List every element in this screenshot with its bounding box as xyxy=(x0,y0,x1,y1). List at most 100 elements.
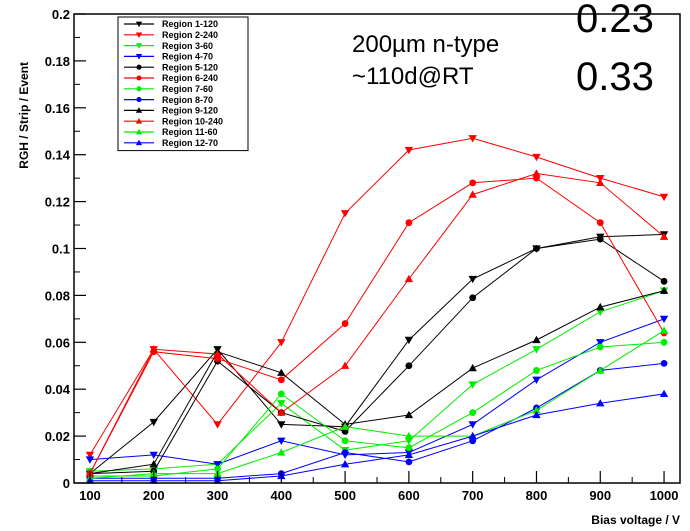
data-point xyxy=(596,366,605,374)
x-tick-label: 1000 xyxy=(650,488,679,503)
data-point xyxy=(214,465,221,473)
series-line xyxy=(89,233,665,474)
data-point xyxy=(468,135,477,143)
legend-label: Region 10-240 xyxy=(162,116,223,126)
x-tick-label: 900 xyxy=(589,488,611,503)
data-point xyxy=(277,448,286,456)
data-point xyxy=(532,153,541,162)
data-point xyxy=(469,409,477,417)
data-point xyxy=(533,245,540,252)
y-tick-label: 0 xyxy=(63,476,70,491)
legend-label: Region 7-60 xyxy=(162,84,213,94)
data-point xyxy=(405,458,413,466)
legend-swatch-marker xyxy=(136,86,142,92)
series-2 xyxy=(85,135,669,460)
data-point xyxy=(596,343,604,351)
data-point xyxy=(469,179,477,187)
data-point xyxy=(404,274,414,283)
data-point xyxy=(340,210,350,218)
y-axis-title: RGH / Strip / Event xyxy=(17,62,31,169)
annotation-value-1: 0.23 xyxy=(576,0,654,41)
data-point xyxy=(660,360,668,367)
y-tick-label: 0.04 xyxy=(45,382,71,397)
series-4 xyxy=(85,315,669,469)
data-point xyxy=(85,456,95,464)
series-line xyxy=(89,137,665,456)
data-point xyxy=(469,294,477,302)
data-point xyxy=(213,461,222,469)
data-point xyxy=(405,444,413,452)
data-point xyxy=(405,362,413,370)
data-point xyxy=(468,381,477,389)
legend-swatch-marker xyxy=(135,118,143,124)
data-point xyxy=(532,406,541,414)
annotation-sensor-type: 200µm n-type xyxy=(352,31,499,58)
data-point xyxy=(532,335,541,344)
series-line xyxy=(89,290,665,472)
annotation-value-2: 0.33 xyxy=(576,55,654,99)
data-point xyxy=(596,339,605,347)
data-point xyxy=(340,361,350,369)
x-tick-label: 200 xyxy=(143,488,165,503)
series-8 xyxy=(86,360,668,482)
data-point xyxy=(596,302,605,311)
data-point xyxy=(659,315,669,324)
series-line xyxy=(89,362,665,479)
data-point xyxy=(659,389,669,398)
legend-label: Region 3-60 xyxy=(162,41,213,51)
y-tick-label: 0.08 xyxy=(45,288,70,303)
legend-label: Region 1-120 xyxy=(162,19,218,29)
y-tick-label: 0.06 xyxy=(45,335,70,350)
data-point xyxy=(85,451,95,460)
legend-label: Region 2-240 xyxy=(162,30,218,40)
x-tick-label: 500 xyxy=(334,488,356,503)
legend-swatch-marker xyxy=(135,32,143,38)
legend-label: Region 12-70 xyxy=(162,138,218,148)
annotation-annealing: ~110d@RT xyxy=(352,63,474,90)
data-point xyxy=(468,421,477,429)
data-point xyxy=(659,193,669,202)
series-5 xyxy=(86,235,668,478)
legend-swatch-marker xyxy=(136,75,142,81)
data-point xyxy=(277,408,286,416)
data-point xyxy=(596,219,604,227)
data-point xyxy=(660,338,668,346)
legend-swatch-marker xyxy=(135,139,143,146)
x-axis-title: Bias voltage / V xyxy=(591,513,680,527)
data-point xyxy=(404,336,414,345)
legend-label: Region 5-120 xyxy=(162,62,218,72)
data-point xyxy=(277,437,286,445)
data-point xyxy=(532,376,541,385)
legend-swatch-marker xyxy=(136,97,142,103)
x-tick-label: 400 xyxy=(270,488,292,503)
legend-swatch-marker xyxy=(135,21,143,28)
data-point xyxy=(340,422,350,430)
data-point xyxy=(596,178,605,186)
data-point xyxy=(596,308,605,317)
data-point xyxy=(404,437,414,445)
data-point xyxy=(468,363,477,372)
y-tick-label: 0.18 xyxy=(45,54,70,69)
data-point xyxy=(277,339,286,347)
data-point xyxy=(532,169,541,177)
series-line xyxy=(89,172,665,474)
legend-label: Region 8-70 xyxy=(162,95,213,105)
data-point xyxy=(341,449,349,456)
legend-swatch-marker xyxy=(135,54,143,60)
data-point xyxy=(149,345,158,353)
data-point xyxy=(596,235,604,243)
data-point xyxy=(149,418,158,427)
series-layer xyxy=(85,135,669,484)
data-point xyxy=(340,460,350,468)
data-point xyxy=(659,232,669,240)
axes: 0 0.02 0.04 0.06 0.08 0.1 0.12 0.14 0.16 0.18 0.2 1… xyxy=(45,7,681,503)
data-point xyxy=(532,410,541,419)
data-point xyxy=(660,277,668,285)
data-point xyxy=(213,421,222,429)
data-point xyxy=(468,190,477,198)
data-point xyxy=(404,450,414,459)
data-point xyxy=(533,367,540,374)
data-point xyxy=(596,399,605,407)
